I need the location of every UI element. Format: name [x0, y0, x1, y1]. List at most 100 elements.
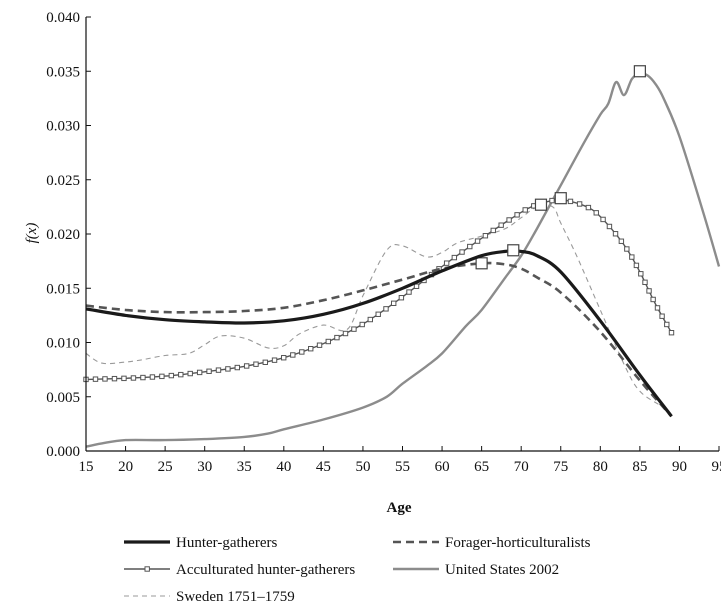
data-point-marker — [121, 375, 127, 382]
x-tick-label: 35 — [237, 459, 252, 475]
x-axis-title: Age — [387, 500, 412, 516]
data-point-marker — [567, 198, 574, 205]
data-point-marker — [646, 288, 652, 294]
data-point-marker — [206, 368, 212, 374]
series-line — [85, 72, 721, 448]
data-point-marker — [225, 366, 231, 372]
data-point-marker — [187, 370, 193, 377]
x-tick-label: 70 — [514, 459, 529, 475]
x-tick-label: 50 — [355, 459, 370, 475]
legend-item-hunter-gatherers: Hunter-gatherers — [124, 535, 277, 551]
series-sweden-1751-1759 — [85, 204, 672, 417]
data-point-marker — [467, 243, 473, 250]
data-point-marker — [168, 372, 175, 379]
data-point-marker — [130, 375, 137, 381]
series-line — [85, 204, 672, 417]
data-point-marker — [664, 321, 670, 328]
data-point-marker — [262, 359, 268, 366]
legend-item-forager-horticulturalists: Forager-horticulturalists — [393, 535, 591, 551]
data-point-marker — [606, 223, 613, 230]
legend-item-sweden-1751-1759: Sweden 1751–1759 — [124, 589, 295, 605]
data-point-marker — [600, 216, 606, 223]
data-point-marker — [459, 249, 465, 255]
data-point-marker — [451, 254, 458, 261]
data-point-marker — [325, 338, 331, 345]
data-point-marker — [383, 306, 389, 312]
y-tick-label: 0.015 — [46, 281, 80, 297]
data-point-marker — [398, 295, 405, 301]
legend-label: Acculturated hunter-gatherers — [176, 562, 355, 578]
data-point-marker — [413, 283, 420, 289]
x-tick-label: 75 — [553, 459, 568, 475]
legend-item-acculturated-hunter-gatherers: Acculturated hunter-gatherers — [124, 562, 355, 578]
y-tick-label: 0.030 — [46, 119, 80, 135]
x-tick-label: 95 — [712, 459, 721, 475]
data-point-marker — [514, 212, 520, 218]
data-point-marker — [624, 246, 630, 252]
y-tick-label: 0.040 — [46, 10, 80, 26]
data-point-marker — [253, 361, 259, 367]
data-point-marker — [406, 289, 412, 295]
data-point-marker — [522, 207, 528, 213]
series-line — [85, 261, 673, 418]
data-point-marker — [375, 311, 381, 317]
peak-marker — [507, 244, 520, 257]
data-point-marker — [585, 204, 592, 211]
x-tick-label: 25 — [158, 459, 173, 475]
x-tick-label: 20 — [118, 459, 133, 475]
series-layer — [83, 65, 721, 448]
data-point-marker — [654, 305, 661, 311]
data-point-marker — [102, 376, 108, 382]
data-point-marker — [576, 201, 583, 207]
series-hunter-gatherers — [85, 244, 673, 418]
x-tick-label: 65 — [474, 459, 489, 475]
legend-label: Hunter-gatherers — [176, 535, 277, 551]
data-point-marker — [390, 300, 397, 307]
peak-marker — [554, 192, 567, 205]
peak-marker — [475, 257, 488, 270]
y-tick-label: 0.005 — [46, 390, 80, 406]
x-tick-label: 30 — [197, 459, 212, 475]
data-point-marker — [498, 222, 504, 228]
data-point-marker — [506, 217, 512, 223]
data-point-marker — [629, 254, 635, 260]
x-tick-label: 85 — [632, 459, 647, 475]
data-point-marker — [290, 352, 296, 358]
data-point-marker — [359, 321, 365, 328]
x-tick-label: 55 — [395, 459, 410, 475]
data-point-marker — [334, 334, 340, 341]
series-line — [85, 198, 673, 381]
data-point-marker — [243, 363, 250, 369]
y-tick-label: 0.035 — [46, 64, 80, 80]
legend-label: United States 2002 — [445, 562, 559, 578]
data-point-marker — [659, 313, 665, 319]
data-point-marker — [351, 326, 357, 332]
x-tick-label: 60 — [435, 459, 450, 475]
y-tick-label: 0.020 — [46, 227, 80, 243]
data-point-marker — [474, 238, 481, 244]
data-point-marker — [159, 373, 165, 380]
legend-item-united-states-2002: United States 2002 — [393, 562, 559, 578]
data-point-marker — [593, 210, 599, 216]
data-point-marker — [633, 262, 640, 269]
data-point-marker — [316, 342, 323, 348]
x-tick-label: 80 — [593, 459, 608, 475]
data-point-marker — [149, 374, 156, 380]
data-point-marker — [308, 346, 314, 352]
data-point-marker — [271, 357, 278, 363]
y-tick-label: 0.000 — [46, 444, 80, 460]
legend-swatch-marker — [144, 566, 150, 572]
data-point-marker — [299, 349, 305, 355]
data-point-marker — [650, 296, 656, 303]
data-point-marker — [196, 369, 203, 376]
x-axis-ticks: 15 20 25 30 35 40 45 50 55 60 65 70 75 80 85 90 95 — [79, 446, 721, 475]
x-tick-label: 45 — [316, 459, 331, 475]
data-point-marker — [342, 330, 349, 337]
data-point-marker — [490, 227, 496, 234]
axes: 15 20 25 30 35 40 45 50 55 60 65 70 75 80 85 90 95 0.000… — [46, 10, 721, 475]
data-point-marker — [549, 197, 555, 204]
series-united-states-2002 — [85, 65, 721, 448]
series-acculturated-hunter-gatherers — [83, 192, 675, 383]
legend-label: Sweden 1751–1759 — [176, 589, 295, 605]
